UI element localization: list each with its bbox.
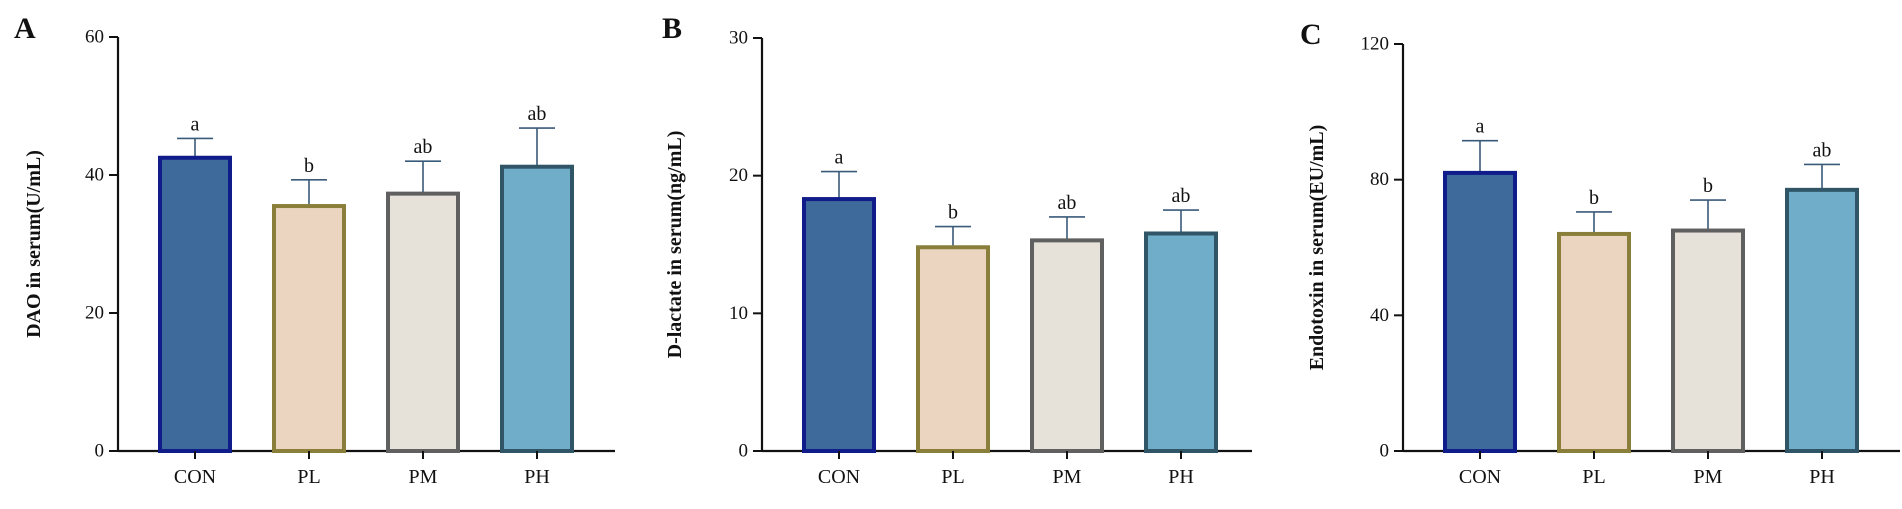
y-tick-label-b-0: 0 (739, 441, 749, 462)
category-label-a-2: PM (409, 466, 438, 488)
y-tick-label-c-1: 40 (1370, 305, 1389, 326)
y-tick-label-c-0: 0 (1380, 441, 1390, 462)
category-label-b-3: PH (1168, 466, 1194, 488)
y-tick-label-c-3: 120 (1361, 34, 1390, 55)
category-label-a-3: PH (524, 466, 550, 488)
category-label-c-0: CON (1459, 466, 1501, 488)
y-axis-label-a: DAO in serum(U/mL) (23, 150, 45, 338)
y-tick-label-c-2: 80 (1370, 169, 1389, 190)
bar-b-2 (1030, 238, 1104, 453)
category-label-c-3: PH (1809, 466, 1835, 488)
y-tick-label-a-3: 60 (85, 27, 104, 48)
y-tick-label-a-1: 20 (85, 303, 104, 324)
bar-a-2 (386, 191, 460, 453)
y-axis-label-c: Endotoxin in serum(EU/mL) (1306, 125, 1328, 371)
bar-c-1 (1557, 231, 1631, 453)
significance-label-c-0: a (1476, 116, 1485, 138)
category-label-b-1: PL (941, 466, 964, 488)
significance-label-a-1: b (304, 155, 314, 177)
significance-label-a-3: ab (528, 103, 547, 125)
y-tick-label-a-2: 40 (85, 165, 104, 186)
bar-c-3 (1785, 187, 1859, 453)
bar-a-3 (500, 164, 574, 453)
bar-b-0 (802, 197, 876, 453)
chart-b: B D-lactate in serum(ng/mL) 0 10 20 30 a CON b PL… (662, 12, 1252, 488)
category-label-a-1: PL (297, 466, 320, 488)
category-label-c-2: PM (1694, 466, 1723, 488)
significance-label-b-3: ab (1172, 185, 1191, 207)
significance-label-c-2: b (1703, 175, 1713, 197)
chart-c: C Endotoxin in serum(EU/mL) 0 40 80 120 a CON b P… (1300, 18, 1900, 488)
bar-a-1 (272, 204, 346, 453)
category-label-b-2: PM (1053, 466, 1082, 488)
significance-label-a-2: ab (414, 136, 433, 158)
bar-c-2 (1671, 228, 1745, 453)
category-label-b-0: CON (818, 466, 860, 488)
chart-a: A DAO in serum(U/mL) 0 20 40 60 a CON b PL ab PM ab P… (14, 12, 615, 488)
significance-label-b-0: a (835, 147, 844, 169)
panel-b: B D-lactate in serum(ng/mL) 0 10 20 30 a CON b PL… (634, 0, 1268, 509)
significance-label-c-3: ab (1813, 139, 1832, 161)
bar-b-1 (916, 245, 990, 453)
y-tick-label-a-0: 0 (95, 441, 105, 462)
y-axis-label-b: D-lactate in serum(ng/mL) (664, 131, 686, 359)
panel-letter-b: B (662, 12, 682, 45)
category-label-a-0: CON (174, 466, 216, 488)
y-tick-label-b-2: 20 (729, 165, 748, 186)
significance-label-c-1: b (1589, 187, 1599, 209)
panel-c: C Endotoxin in serum(EU/mL) 0 40 80 120 a CON b P… (1268, 0, 1902, 509)
y-tick-label-b-3: 30 (729, 28, 748, 49)
panel-letter-c: C (1300, 18, 1322, 51)
panel-letter-a: A (14, 12, 36, 45)
significance-label-a-0: a (191, 113, 200, 135)
category-label-c-1: PL (1582, 466, 1605, 488)
significance-label-b-1: b (948, 202, 958, 224)
panel-a: A DAO in serum(U/mL) 0 20 40 60 a CON b PL ab PM ab P… (0, 0, 634, 509)
bar-b-3 (1144, 231, 1218, 453)
significance-label-b-2: ab (1058, 192, 1077, 214)
bar-a-0 (158, 155, 232, 453)
y-tick-label-b-1: 10 (729, 303, 748, 324)
bar-c-0 (1443, 170, 1517, 453)
